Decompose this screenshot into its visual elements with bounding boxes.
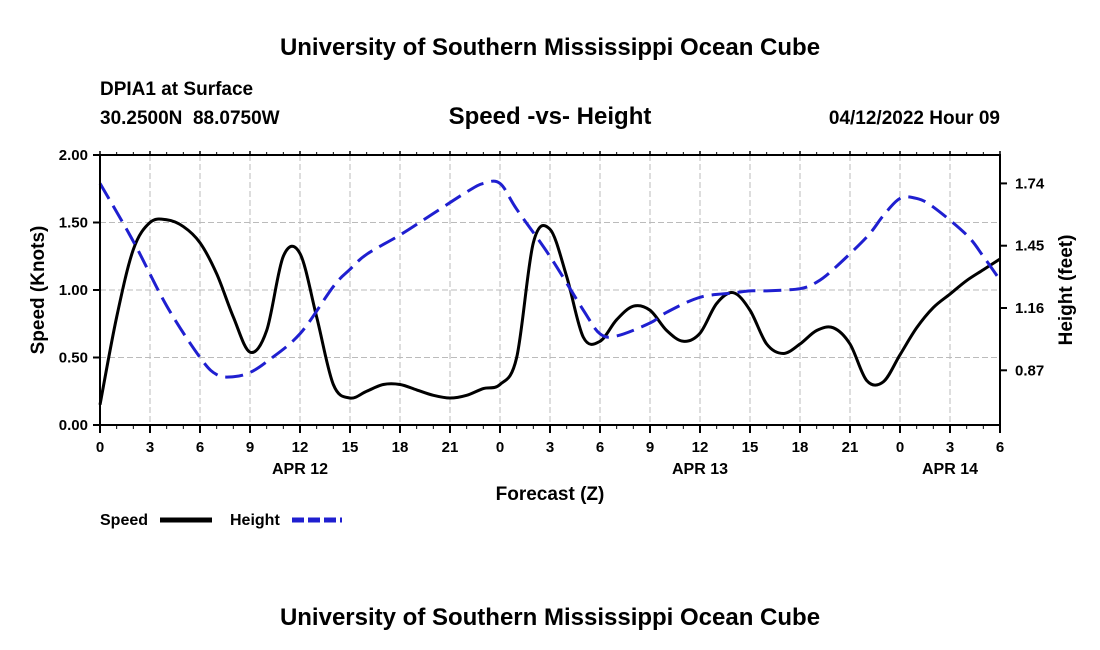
forecast-datetime: 04/12/2022 Hour 09: [829, 108, 1000, 129]
axis-ticks: 0 3 6 9 12 15 18 21 0 3 6 9 12 15 18 21 0 3 6 APR 12 APR 13 A…: [59, 147, 1045, 478]
x-tick-label: 12: [692, 439, 709, 456]
date-label: APR 12: [272, 461, 328, 478]
x-tick-label: 0: [96, 439, 104, 456]
x-tick-label: 6: [196, 439, 204, 456]
x-tick-label: 18: [392, 439, 409, 456]
legend-speed-label: Speed: [100, 512, 148, 529]
y2-tick-label: 0.87: [1015, 362, 1044, 379]
x-tick-label: 3: [546, 439, 554, 456]
station-name: DPIA1 at Surface: [100, 79, 253, 100]
x-tick-label: 21: [442, 439, 459, 456]
x-tick-label: 6: [996, 439, 1004, 456]
series-height-line: [98, 179, 1002, 379]
y2-tick-label: 1.16: [1015, 300, 1044, 317]
x-tick-label: 0: [896, 439, 904, 456]
y2-tick-label: 1.45: [1015, 238, 1044, 255]
x-tick-label: 21: [842, 439, 859, 456]
y-axis-label: Speed (Knots): [28, 226, 49, 355]
date-label: APR 13: [672, 461, 728, 478]
x-axis-label: Forecast (Z): [496, 484, 605, 505]
legend: Speed Height: [100, 512, 342, 529]
y-tick-label: 1.00: [59, 282, 88, 299]
y2-axis-label: Height (feet): [1056, 235, 1077, 346]
x-tick-label: 3: [146, 439, 154, 456]
chart-title: Speed -vs- Height: [449, 103, 652, 130]
x-tick-label: 15: [742, 439, 759, 456]
y2-tick-label: 1.74: [1015, 175, 1045, 192]
footer-title: University of Southern Mississippi Ocean…: [280, 604, 820, 631]
legend-height-label: Height: [230, 512, 280, 529]
series-speed-line: [98, 217, 1001, 406]
x-tick-label: 3: [946, 439, 954, 456]
x-tick-label: 18: [792, 439, 809, 456]
x-tick-label: 0: [496, 439, 504, 456]
y-tick-label: 1.50: [59, 215, 88, 232]
date-label: APR 14: [922, 461, 978, 478]
series-lines: [98, 179, 1002, 406]
x-tick-label: 12: [292, 439, 309, 456]
station-coords: 30.2500N 88.0750W: [100, 108, 280, 129]
main-title: University of Southern Mississippi Ocean…: [280, 34, 820, 61]
y-tick-label: 0.50: [59, 350, 88, 367]
x-tick-label: 9: [646, 439, 654, 456]
x-tick-label: 6: [596, 439, 604, 456]
x-tick-label: 9: [246, 439, 254, 456]
y-tick-label: 0.00: [59, 417, 88, 434]
grid: [100, 155, 1000, 425]
y-tick-label: 2.00: [59, 147, 88, 164]
x-tick-label: 15: [342, 439, 359, 456]
